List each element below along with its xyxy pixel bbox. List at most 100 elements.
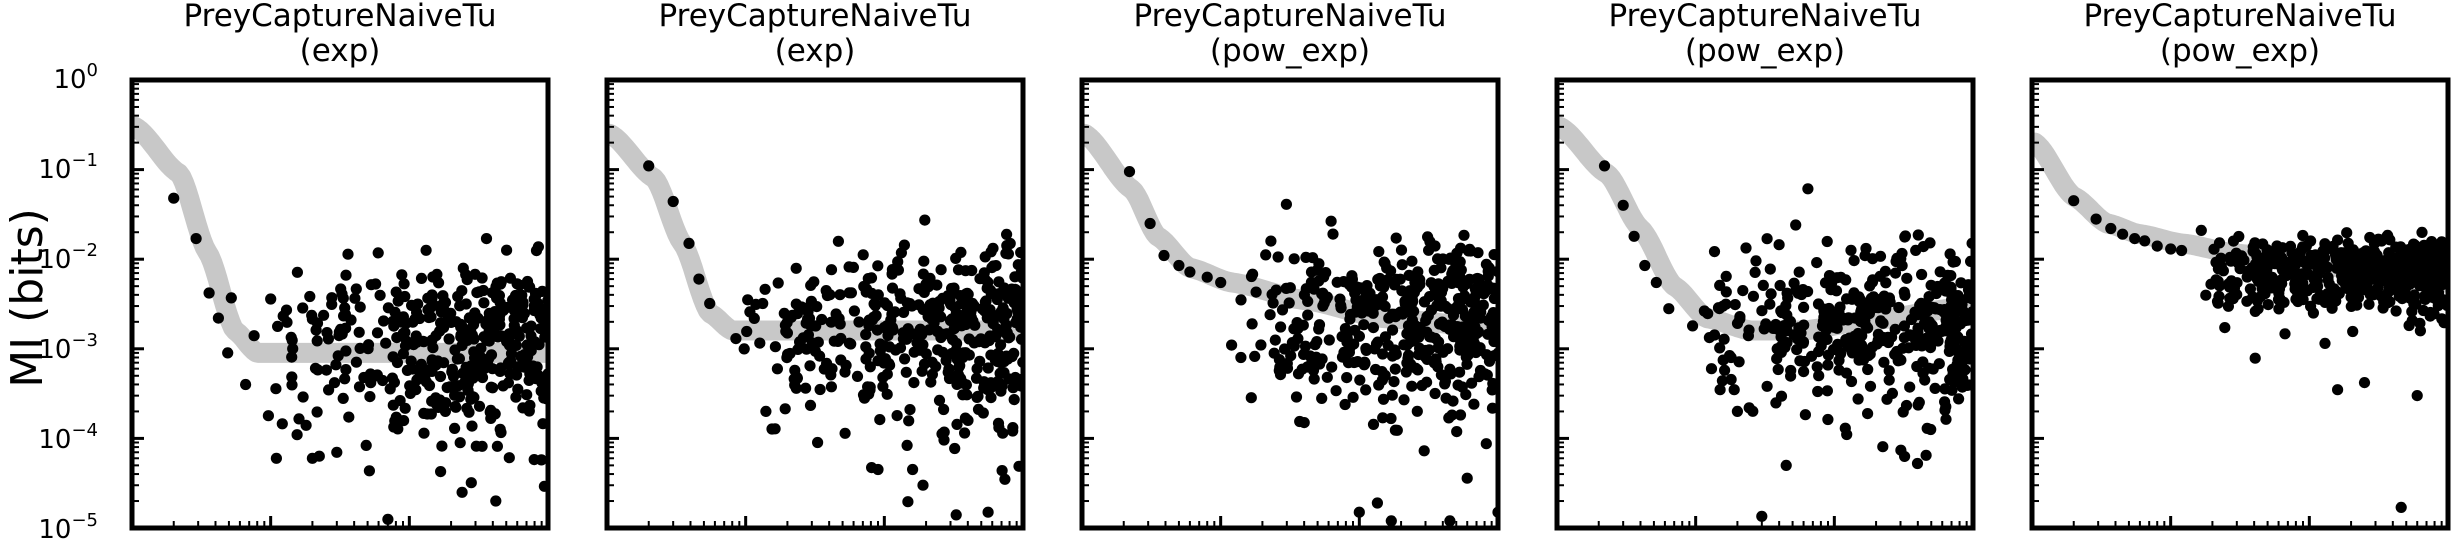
panel-3-cloud-point-266 xyxy=(1320,293,1332,305)
y-tick-label-2-exp: −2 xyxy=(71,240,98,261)
panel-5-title-line1: PreyCaptureNaiveTu xyxy=(2084,0,2397,34)
panel-4-cloud-point-314 xyxy=(1901,272,1913,284)
panel-2-cloud-point-348 xyxy=(843,287,855,299)
panel-2-point-2 xyxy=(683,237,695,249)
panel-2-cloud-point-377 xyxy=(894,288,906,300)
panel-5-point-1 xyxy=(2090,213,2102,225)
panel-2-cloud-point-122 xyxy=(832,235,845,247)
panel-1-cloud-point-384 xyxy=(503,328,515,340)
panel-4-cloud-point-341 xyxy=(1862,408,1874,420)
panel-4-cloud-point-304 xyxy=(1921,422,1933,434)
panel-1-cloud-point-182 xyxy=(391,332,403,344)
panel-2-point-4 xyxy=(704,297,716,310)
panel-1-cloud-point-416 xyxy=(353,326,365,338)
panel-2-cloud-point-38 xyxy=(779,403,791,415)
panel-2-point-3 xyxy=(693,273,705,285)
panel-4-cloud-point-212 xyxy=(1889,267,1902,279)
panel-5-cloud-point-310 xyxy=(2297,229,2309,242)
panel-2-cloud-point-308 xyxy=(811,301,823,313)
panel-5-cloud-point-479 xyxy=(2424,306,2437,319)
panel-1 xyxy=(129,77,551,531)
panel-2-cloud-point-280 xyxy=(866,462,878,474)
panel-2-cloud-point-342 xyxy=(1012,259,1023,271)
panel-1-cloud-point-400 xyxy=(481,334,493,346)
panel-3-cloud-point-409 xyxy=(1396,285,1408,297)
panel-2-cloud-point-296 xyxy=(804,399,817,411)
panel-2-cloud-point-181 xyxy=(900,366,912,378)
panel-1-cloud-point-193 xyxy=(343,411,355,423)
panel-2-cloud-point-362 xyxy=(907,328,920,340)
panel-5-plot-area xyxy=(2032,132,2448,513)
panel-2-cloud-point-285 xyxy=(814,383,826,396)
y-tick-label-2: 10−2 xyxy=(38,240,98,275)
panel-4-cloud-point-168 xyxy=(1821,385,1833,397)
panel-3-cloud-point-221 xyxy=(1460,389,1472,401)
panel-4-cloud-point-388 xyxy=(1896,260,1908,272)
panel-5-cloud-point-462 xyxy=(2403,263,2415,275)
panel-5-cloud-point-347 xyxy=(2372,233,2384,245)
y-tick-label-0: 100 xyxy=(53,60,98,95)
panel-3-title-line1: PreyCaptureNaiveTu xyxy=(1134,0,1447,34)
panel-1-cloud-point-250 xyxy=(536,285,548,297)
panel-2-cloud-point-327 xyxy=(757,297,769,310)
panel-1-cloud-point-251 xyxy=(272,320,284,332)
panel-4-cloud-point-350 xyxy=(1940,401,1952,413)
panel-3-cloud-point-362 xyxy=(1367,418,1380,430)
panel-3-cloud-point-357 xyxy=(1391,273,1403,285)
panel-3-cloud-point-400 xyxy=(1406,255,1418,267)
panel-4-cloud-point-103 xyxy=(1714,342,1726,354)
panel-2-point-11 xyxy=(917,479,929,491)
panel-1-cloud-point-411 xyxy=(399,326,411,338)
panel-2-cloud-point-423 xyxy=(955,246,967,258)
panel-4-point-13 xyxy=(1780,459,1792,471)
panel-3-cloud-point-397 xyxy=(1330,385,1342,397)
y-tick-label-3-base: 10 xyxy=(38,335,71,365)
panel-2-cloud-point-226 xyxy=(980,295,992,307)
panel-1-cloud-point-114 xyxy=(354,342,366,354)
panel-3-cloud-point-288 xyxy=(1335,302,1347,314)
panel-3-cloud-point-69 xyxy=(1482,270,1494,282)
panel-1-cloud-point-53 xyxy=(491,440,503,452)
panel-1-cloud-point-101 xyxy=(262,410,274,422)
panel-1-cloud-point-318 xyxy=(286,334,298,346)
panel-2-cloud-point-334 xyxy=(781,352,793,364)
panel-2-cloud-point-365 xyxy=(771,363,784,375)
panel-1-cloud-point-224 xyxy=(360,439,372,451)
panel-5-cloud-point-464 xyxy=(2224,292,2236,304)
panel-3-cloud-point-437 xyxy=(1379,300,1391,312)
panel-4-cloud-point-179 xyxy=(1822,413,1834,426)
panel-2-cloud-point-251 xyxy=(963,333,975,345)
panel-4-cloud-point-390 xyxy=(1942,269,1954,281)
panel-5-cloud-point-499 xyxy=(2432,300,2444,312)
panel-5-cloud-point-456 xyxy=(2224,251,2236,263)
panel-4-cloud-point-364 xyxy=(1798,319,1810,331)
panel-4-cloud-point-114 xyxy=(1831,322,1843,334)
panel-1-cloud-point-230 xyxy=(456,339,468,351)
panel-5-cloud-point-387 xyxy=(2328,283,2340,295)
panel-2-cloud-point-431 xyxy=(1010,316,1022,329)
panel-2-cloud-point-137 xyxy=(830,308,842,320)
panel-5-cloud-point-441 xyxy=(2200,289,2212,301)
panel-1-cloud-point-94 xyxy=(276,418,288,430)
panel-1-cloud-point-373 xyxy=(494,365,506,377)
panel-5-cloud-point-361 xyxy=(2390,305,2402,317)
panel-1-cloud-point-66 xyxy=(387,351,399,363)
panel-4-cloud-point-348 xyxy=(1856,330,1868,342)
panel-3-cloud-point-33 xyxy=(1387,324,1399,336)
panel-2-cloud-point-331 xyxy=(881,388,893,400)
panel-3-cloud-point-319 xyxy=(1370,363,1382,376)
panel-1-cloud-point-246 xyxy=(454,437,466,449)
panel-4-cloud-point-419 xyxy=(1827,344,1840,356)
panel-4-cloud-point-405 xyxy=(1920,449,1932,461)
panel-4-cloud-point-239 xyxy=(1939,383,1951,395)
panel-3-cloud-point-360 xyxy=(1479,286,1491,298)
panel-1-point-1 xyxy=(190,233,202,245)
panel-2-cloud-point-356 xyxy=(791,308,804,320)
panel-4-cloud-point-382 xyxy=(1864,280,1876,292)
panel-1-point-0 xyxy=(168,192,180,204)
panel-4-point-0 xyxy=(1598,160,1611,172)
panel-1-cloud-point-389 xyxy=(463,312,475,324)
panel-2-cloud-point-380 xyxy=(903,415,915,427)
panel-2-cloud-point-123 xyxy=(797,332,809,344)
panel-5-cloud-point-478 xyxy=(2368,263,2380,275)
